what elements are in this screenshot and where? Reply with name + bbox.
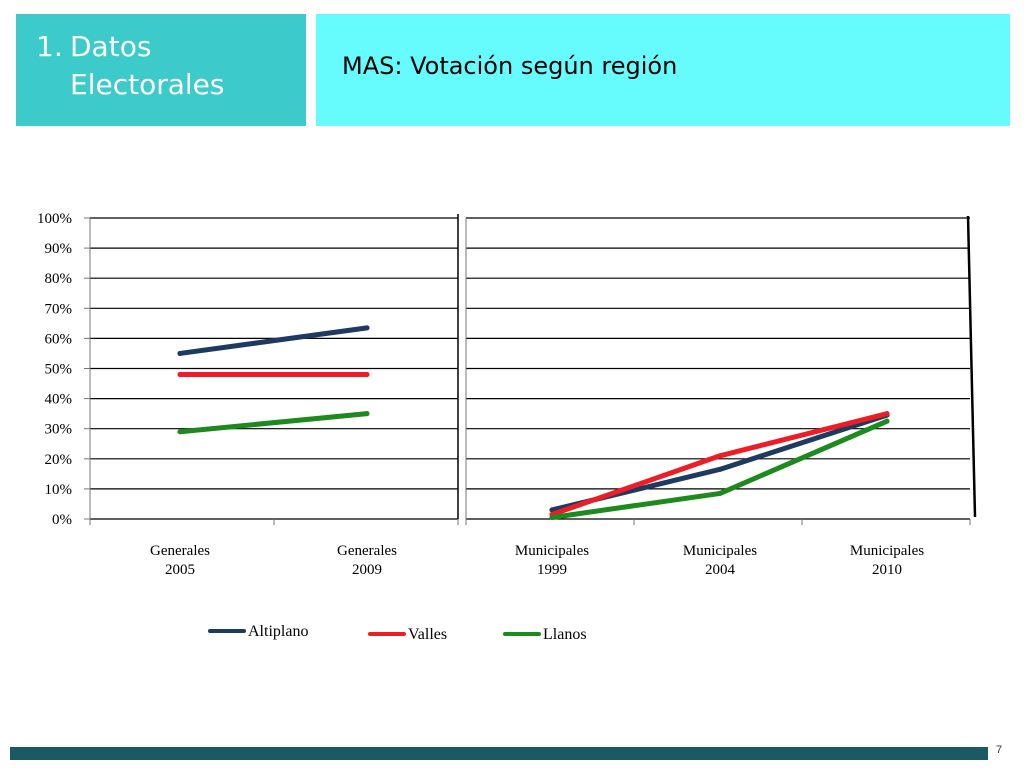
x-tick-label: Generales 2009 bbox=[337, 543, 397, 578]
y-tick-label: 100% bbox=[37, 211, 72, 227]
data-point-llanos bbox=[177, 429, 183, 435]
data-point-altiplano bbox=[177, 350, 183, 356]
section-title-line1: Datos bbox=[70, 30, 152, 63]
y-tick-label: 90% bbox=[45, 241, 73, 257]
y-tick-label: 50% bbox=[45, 362, 73, 378]
data-point-valles bbox=[884, 411, 890, 417]
x-tick-label: Municipales 1999 bbox=[515, 543, 589, 578]
series-line-llanos-1 bbox=[177, 411, 370, 435]
x-tick-label: Generales 2005 bbox=[150, 543, 210, 578]
data-point-llanos bbox=[717, 490, 723, 496]
data-point-altiplano bbox=[364, 325, 370, 331]
section-header-box: 1. Datos Electorales bbox=[16, 14, 306, 126]
legend-label-llanos: Llanos bbox=[543, 626, 587, 643]
footer-bar bbox=[10, 747, 988, 760]
data-point-llanos bbox=[549, 514, 555, 520]
data-point-llanos bbox=[884, 418, 890, 424]
slide-title-box: MAS: Votación según región bbox=[316, 14, 1010, 126]
right-border-line bbox=[966, 215, 977, 518]
x-tick-label: Municipales 2004 bbox=[683, 543, 757, 578]
y-tick-label: 80% bbox=[45, 271, 73, 287]
slide-title: MAS: Votación según región bbox=[342, 52, 678, 80]
data-point-altiplano bbox=[717, 466, 723, 472]
data-point-llanos bbox=[364, 411, 370, 417]
legend-label-altiplano: Altiplano bbox=[248, 623, 308, 640]
series-line-altiplano-1 bbox=[177, 325, 370, 356]
y-tick-label: 10% bbox=[45, 482, 73, 498]
section-title-line2: Electorales bbox=[70, 68, 225, 101]
chart-panel-2: Municipales 1999 Municipales 2004 Municipale… bbox=[465, 217, 971, 578]
data-point-valles bbox=[364, 372, 370, 378]
y-tick-label: 0% bbox=[52, 512, 72, 528]
data-point-altiplano bbox=[549, 507, 555, 513]
y-tick-label: 40% bbox=[45, 392, 73, 408]
legend-label-valles: Valles bbox=[408, 626, 447, 643]
y-tick-label: 30% bbox=[45, 422, 73, 438]
section-title: 1. Datos Electorales bbox=[36, 28, 296, 104]
y-tick-label: 20% bbox=[45, 452, 73, 468]
y-tick-label: 70% bbox=[45, 301, 73, 317]
y-tick-label: 60% bbox=[45, 331, 73, 347]
page-number: 7 bbox=[996, 744, 1003, 756]
chart-panel-1: 0% 10% 20% 30% 40% 50% 60% 70% 80% 90% 100% General… bbox=[37, 211, 459, 578]
data-point-valles bbox=[177, 372, 183, 378]
x-tick-label: Municipales 2010 bbox=[850, 543, 924, 578]
chart-legend: Altiplano Valles Llanos bbox=[208, 623, 587, 643]
data-point-valles bbox=[717, 453, 723, 459]
vote-share-chart: 0% 10% 20% 30% 40% 50% 60% 70% 80% 90% 100% General… bbox=[37, 211, 977, 643]
section-number: 1. bbox=[36, 30, 63, 63]
